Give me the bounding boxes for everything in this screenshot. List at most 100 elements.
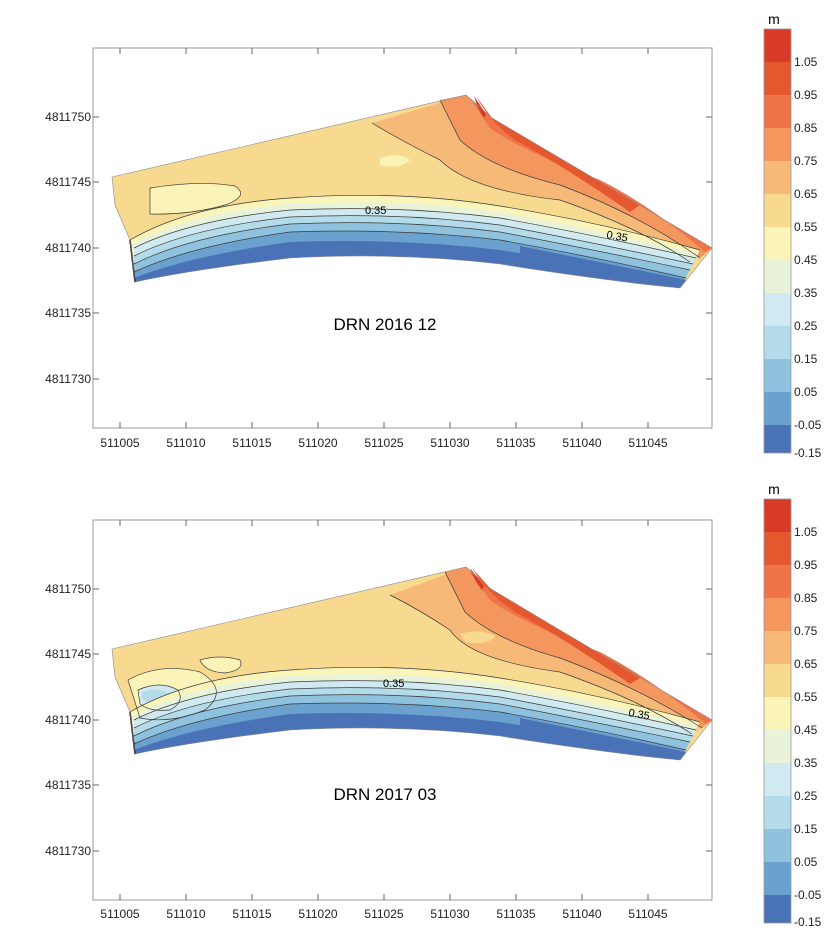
x-tick-label: 511045 bbox=[628, 907, 667, 921]
colorbar-swatch bbox=[764, 697, 791, 730]
elevation-surface bbox=[111, 94, 713, 289]
x-tick-label: 511035 bbox=[496, 907, 535, 921]
colorbar: m 1.05 0.95 0.85 0.75 bbox=[763, 11, 822, 460]
y-tick-label: 4811730 bbox=[45, 844, 91, 858]
colorbar-label: 0.55 bbox=[794, 690, 818, 704]
colorbar-swatch bbox=[764, 260, 791, 293]
map-panel-2017-03: 0.35 0.35 DRN 2017 03 4811750 4811745 48… bbox=[45, 481, 822, 929]
contour-label: 0.35 bbox=[365, 205, 386, 217]
y-tick-labels: 4811750 4811745 4811740 4811735 4811730 bbox=[45, 110, 91, 386]
colorbar-swatch bbox=[764, 664, 791, 697]
y-tick-labels: 4811750 4811745 4811740 4811735 4811730 bbox=[45, 582, 91, 858]
x-tick-label: 511010 bbox=[166, 907, 205, 921]
colorbar-swatch bbox=[764, 326, 791, 359]
colorbar-swatch bbox=[764, 532, 791, 565]
colorbar-swatch bbox=[764, 862, 791, 895]
x-tick-label: 511015 bbox=[232, 436, 271, 450]
x-tick-label: 511020 bbox=[298, 436, 337, 450]
colorbar-swatch bbox=[764, 95, 791, 128]
colorbar-swatch bbox=[764, 763, 791, 796]
colorbar-label: 0.05 bbox=[794, 855, 818, 869]
contour-label: 0.35 bbox=[627, 707, 650, 723]
x-tick-label: 511025 bbox=[364, 907, 403, 921]
contour-label: 0.35 bbox=[605, 229, 628, 245]
x-tick-label: 511030 bbox=[430, 907, 469, 921]
colorbar-label: 0.75 bbox=[794, 624, 818, 638]
colorbar-swatch bbox=[764, 730, 791, 763]
x-tick-label: 511015 bbox=[232, 907, 271, 921]
colorbar-label: 0.15 bbox=[794, 352, 818, 366]
y-tick-label: 4811740 bbox=[45, 713, 91, 727]
colorbar-label: 0.95 bbox=[794, 558, 818, 572]
colorbar-swatch bbox=[764, 227, 791, 260]
colorbar-label: -0.15 bbox=[794, 915, 822, 929]
colorbar-swatch bbox=[764, 796, 791, 829]
colorbar-swatch bbox=[764, 62, 791, 95]
colorbar-label: 0.55 bbox=[794, 220, 818, 234]
colorbar-swatch bbox=[764, 161, 791, 194]
panel-title: DRN 2017 03 bbox=[333, 785, 436, 804]
colorbar-label: 0.35 bbox=[794, 286, 818, 300]
x-tick-label: 511005 bbox=[100, 907, 139, 921]
elevation-surface bbox=[111, 566, 713, 761]
x-tick-label: 511040 bbox=[562, 907, 601, 921]
x-tick-label: 511025 bbox=[364, 436, 403, 450]
colorbar-label: 0.95 bbox=[794, 88, 818, 102]
x-tick-label: 511040 bbox=[562, 436, 601, 450]
colorbar-label: 0.15 bbox=[794, 822, 818, 836]
colorbar-unit: m bbox=[768, 481, 780, 497]
y-tick-label: 4811745 bbox=[45, 647, 91, 661]
y-tick-label: 4811745 bbox=[45, 175, 91, 189]
x-tick-label: 511030 bbox=[430, 436, 469, 450]
colorbar-label: 0.65 bbox=[794, 187, 818, 201]
colorbar-labels: 1.05 0.95 0.85 0.75 0.65 0.55 0.45 0.35 … bbox=[794, 525, 822, 929]
x-tick-label: 511020 bbox=[298, 907, 337, 921]
colorbar-label: 0.25 bbox=[794, 789, 818, 803]
x-tick-label: 511045 bbox=[628, 436, 667, 450]
colorbar-swatches bbox=[764, 499, 791, 923]
colorbar-swatch bbox=[764, 631, 791, 664]
colorbar-label: 0.85 bbox=[794, 591, 818, 605]
colorbar-swatch bbox=[764, 829, 791, 862]
colorbar-label: 0.85 bbox=[794, 121, 818, 135]
x-tick-labels: 511005 511010 511015 511020 511025 51103… bbox=[100, 436, 667, 450]
y-tick-label: 4811740 bbox=[45, 241, 91, 255]
colorbar: m 1.05 0.95 0.85 0.75 bbox=[763, 481, 822, 929]
colorbar-label: 1.05 bbox=[794, 525, 818, 539]
x-tick-label: 511010 bbox=[166, 436, 205, 450]
y-tick-label: 4811735 bbox=[45, 306, 91, 320]
colorbar-label: 0.05 bbox=[794, 385, 818, 399]
colorbar-unit: m bbox=[768, 11, 780, 27]
colorbar-swatch bbox=[764, 598, 791, 631]
colorbar-label: 0.45 bbox=[794, 723, 818, 737]
colorbar-label: 0.75 bbox=[794, 154, 818, 168]
colorbar-label: -0.15 bbox=[794, 446, 822, 460]
x-tick-labels: 511005 511010 511015 511020 511025 51103… bbox=[100, 907, 667, 921]
colorbar-swatch bbox=[764, 565, 791, 598]
colorbar-label: 0.45 bbox=[794, 253, 818, 267]
colorbar-swatch bbox=[764, 499, 791, 532]
panel-title: DRN 2016 12 bbox=[333, 315, 436, 334]
colorbar-swatch bbox=[764, 359, 791, 392]
colorbar-swatch bbox=[764, 895, 791, 923]
colorbar-label: 1.05 bbox=[794, 55, 818, 69]
colorbar-label: 0.25 bbox=[794, 319, 818, 333]
y-tick-label: 4811750 bbox=[45, 582, 91, 596]
colorbar-label: 0.35 bbox=[794, 756, 818, 770]
x-tick-label: 511035 bbox=[496, 436, 535, 450]
contour-label: 0.35 bbox=[383, 678, 404, 690]
colorbar-label: 0.65 bbox=[794, 657, 818, 671]
colorbar-swatch bbox=[764, 128, 791, 161]
colorbar-swatch bbox=[764, 392, 791, 425]
colorbar-swatch bbox=[764, 194, 791, 227]
y-tick-label: 4811735 bbox=[45, 778, 91, 792]
colorbar-label: -0.05 bbox=[794, 888, 822, 902]
axis-ticks bbox=[93, 48, 712, 428]
colorbar-swatch bbox=[764, 29, 791, 62]
colorbar-swatch bbox=[764, 425, 791, 453]
y-tick-label: 4811750 bbox=[45, 110, 91, 124]
y-tick-label: 4811730 bbox=[45, 372, 91, 386]
x-tick-label: 511005 bbox=[100, 436, 139, 450]
map-panel-2016-12: 0.35 0.35 DRN 2016 12 4811750 4811745 48… bbox=[45, 11, 822, 460]
